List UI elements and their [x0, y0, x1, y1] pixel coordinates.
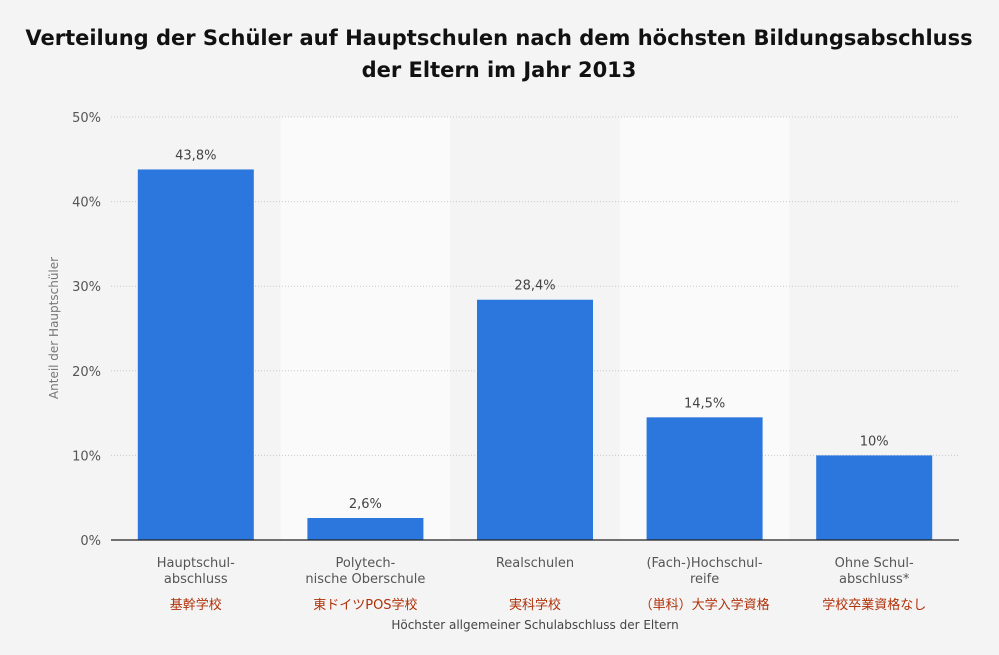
x-category-label-1-line-1: nische Oberschule	[305, 572, 425, 587]
y-tick-label-5: 50%	[72, 111, 101, 126]
y-tick-label-0: 0%	[80, 534, 101, 549]
plot-band-1	[280, 117, 451, 540]
y-axis-ticks: 0% 10% 20% 30% 40% 50%	[72, 111, 101, 549]
x-axis-categories: Hauptschul-abschluss 基幹学校 Polytech-nische …	[157, 556, 926, 613]
bar-1	[307, 518, 424, 540]
data-label-2: 28,4%	[514, 279, 555, 294]
chart-title-line-1: Verteilung der Schüler auf Hauptschulen …	[25, 26, 972, 50]
x-category-note-4: 学校卒業資格なし	[822, 597, 926, 613]
plot-bands	[280, 117, 790, 540]
y-tick-label-3: 30%	[72, 280, 101, 295]
x-category-label-3-line-0: (Fach-)Hochschul-	[646, 556, 763, 571]
x-category-note-2: 実科学校	[509, 597, 561, 613]
bar-0	[137, 169, 254, 540]
data-label-1: 2,6%	[349, 497, 382, 512]
data-label-3: 14,5%	[684, 396, 725, 411]
x-category-label-1-line-0: Polytech-	[335, 556, 395, 571]
y-tick-label-4: 40%	[72, 196, 101, 211]
x-axis-label: Höchster allgemeiner Schulabschluss der …	[391, 618, 678, 632]
y-tick-label-1: 10%	[72, 449, 101, 464]
data-label-4: 10%	[860, 434, 889, 449]
x-category-note-3: （単科）大学入学資格	[640, 597, 770, 613]
bar-4	[816, 455, 933, 540]
x-category-label-0-line-0: Hauptschul-	[157, 556, 235, 571]
x-category-label-2-line-0: Realschulen	[496, 556, 574, 571]
x-category-note-0: 基幹学校	[170, 597, 222, 613]
chart-title-line-2: der Eltern im Jahr 2013	[362, 58, 637, 82]
bars: 43,8% 2,6% 28,4% 14,5% 10%	[137, 148, 933, 540]
bar-3	[646, 417, 763, 540]
x-category-label-4-line-1: abschluss*	[839, 572, 910, 587]
y-tick-label-2: 20%	[72, 365, 101, 380]
x-category-label-3-line-1: reife	[690, 572, 719, 587]
x-category-note-1: 東ドイツPOS学校	[313, 597, 417, 613]
y-axis-label: Anteil der Hauptschüler	[47, 257, 61, 399]
x-category-label-0-line-1: abschluss	[164, 572, 228, 587]
data-label-0: 43,8%	[175, 148, 216, 163]
bar-2	[477, 299, 593, 540]
x-category-label-4-line-0: Ohne Schul-	[835, 556, 914, 571]
